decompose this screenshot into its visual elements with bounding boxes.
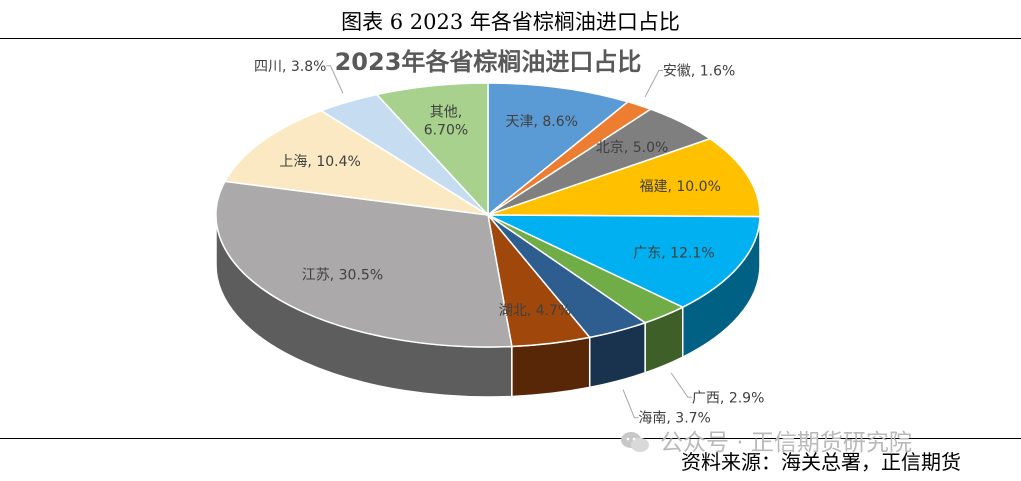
bottom-rule (0, 438, 1021, 439)
pie-slice-福建 (487, 137, 761, 218)
pie-chart: 2023年各省棕榈油进口占比 天津, 8.6% 安徽, 1.6% 北京, 5.0% 福… (215, 48, 764, 427)
leader-line-海南 (622, 389, 639, 419)
pie-slice-江苏 (215, 180, 513, 348)
pie-leader-lines (326, 65, 692, 419)
pie-label-四川: 四川, 3.8% (254, 59, 326, 75)
watermark: 公众号 · 正信期货研究院 (620, 423, 912, 457)
pie-label-江苏: 江苏, 30.5% (302, 268, 383, 284)
figure-caption: 图表 6 2023 年各省棕榈油进口占比 (341, 10, 680, 34)
pie-label-湖北: 湖北, 4.7% (499, 303, 571, 319)
pie-labels: 天津, 8.6% 安徽, 1.6% 北京, 5.0% 福建, 10.0% 广东, 12.… (254, 59, 764, 427)
pie-label-海南: 海南, 3.7% (638, 411, 710, 427)
pie-label-安徽: 安徽, 1.6% (663, 63, 735, 79)
pie-slice-广东 (487, 214, 761, 308)
top-rule (0, 38, 1021, 39)
pie-label-福建: 福建, 10.0% (640, 179, 721, 195)
pie-tops (215, 82, 761, 348)
leader-line-安徽 (644, 69, 663, 98)
pie-label-北京: 北京, 5.0% (596, 140, 668, 156)
pie-label-广东: 广东, 12.1% (633, 245, 714, 261)
wechat-icon (621, 432, 649, 452)
chart-title: 2023年各省棕榈油进口占比 (335, 48, 642, 76)
pie-label-天津: 天津, 8.6% (505, 114, 577, 130)
leader-line-广西 (670, 372, 692, 398)
pie-slice-天津 (487, 82, 630, 217)
pie-label-上海: 上海, 10.4% (279, 154, 360, 170)
pie-label-其他: 其他, 6.70% (424, 104, 468, 138)
leader-line-四川 (326, 65, 344, 94)
source-note: 资料来源：海关总署，正信期货 (681, 450, 961, 474)
watermark-text: 公众号 · 正信期货研究院 (660, 430, 912, 456)
pie-slice-上海 (223, 109, 489, 216)
pie-label-广西: 广西, 2.9% (692, 390, 764, 406)
pie-slice-其他 (375, 82, 489, 217)
